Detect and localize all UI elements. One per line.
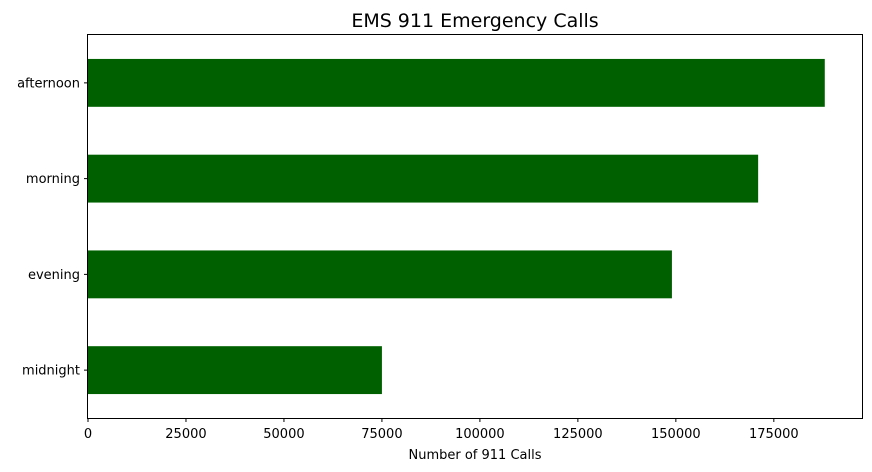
- x-tick-label: 175000: [749, 427, 799, 442]
- x-tick-label: 100000: [455, 427, 505, 442]
- y-tick-label: afternoon: [17, 76, 80, 91]
- y-axis-ticks: afternoon morning evening midnight: [17, 76, 88, 379]
- bars-group: [88, 58, 825, 395]
- x-axis-label: Number of 911 Calls: [408, 448, 541, 463]
- x-axis-ticks: 0 25000 50000 75000 100000 125000 150000 175000: [84, 418, 799, 442]
- x-tick-label: 50000: [263, 427, 304, 442]
- bar-afternoon: [88, 58, 825, 107]
- x-tick-label: 150000: [651, 427, 701, 442]
- y-tick-label: midnight: [22, 364, 80, 379]
- y-tick-label: morning: [26, 172, 80, 187]
- chart-title: EMS 911 Emergency Calls: [351, 10, 598, 32]
- plot-frame: [87, 34, 863, 419]
- x-tick-label: 75000: [361, 427, 402, 442]
- x-tick-label: 125000: [553, 427, 603, 442]
- y-tick-label: evening: [28, 268, 80, 283]
- bar-midnight: [88, 346, 382, 395]
- x-tick-label: 0: [84, 427, 92, 442]
- x-tick-label: 25000: [165, 427, 206, 442]
- bar-morning: [88, 154, 759, 203]
- bar-evening: [88, 250, 672, 299]
